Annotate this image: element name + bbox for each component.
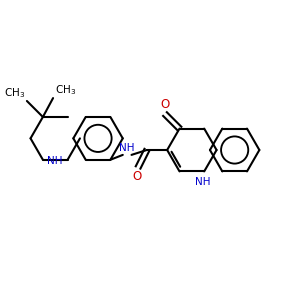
Text: O: O xyxy=(132,170,141,183)
Text: NH: NH xyxy=(47,156,62,166)
Text: NH: NH xyxy=(195,177,211,187)
Text: NH: NH xyxy=(119,143,135,153)
Text: CH$_3$: CH$_3$ xyxy=(55,83,76,97)
Text: O: O xyxy=(160,98,169,111)
Text: CH$_3$: CH$_3$ xyxy=(4,86,26,100)
